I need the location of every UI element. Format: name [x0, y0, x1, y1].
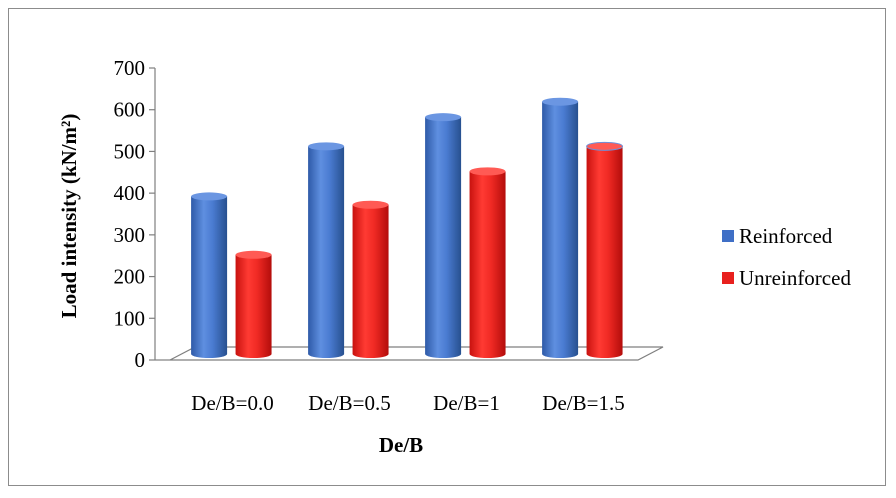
bar-top: [469, 167, 506, 176]
bar-body: [586, 146, 623, 358]
bar-top: [235, 250, 272, 259]
legend-swatch: [722, 272, 734, 284]
bar-reinforced-4: [542, 97, 579, 359]
legend-swatch: [722, 230, 734, 242]
chart-floor: [169, 346, 664, 361]
legend-label: Unreinforced: [739, 266, 851, 290]
legend-item-unreinforced: Unreinforced: [722, 266, 851, 290]
y-tick-label: 0: [135, 348, 146, 372]
y-tick-label: 700: [114, 56, 146, 80]
bar-reinforced-3: [425, 113, 462, 359]
bar-unreinforced-2: [352, 200, 389, 358]
bar-body: [191, 196, 228, 358]
y-axis-title: Load intensity (kN/m²): [57, 114, 81, 319]
x-tick-label: De/B=1.5: [542, 391, 624, 415]
y-tick-label: 400: [114, 181, 146, 205]
bar-unreinforced-3: [469, 167, 506, 358]
x-tick-label: De/B=0.5: [308, 391, 390, 415]
bar-body: [542, 101, 579, 359]
bars-group: [191, 97, 624, 359]
bar-top: [352, 200, 389, 209]
y-tick-label: 500: [114, 139, 146, 163]
legend-label: Reinforced: [739, 224, 833, 248]
y-tick-label: 300: [114, 223, 146, 247]
x-axis-title: De/B: [379, 433, 423, 457]
bar-top: [308, 142, 345, 151]
x-tick-label: De/B=0.0: [191, 391, 273, 415]
bar-body: [425, 117, 462, 359]
legend: Reinforced Unreinforced: [722, 224, 851, 290]
y-axis: 0 100 200 300 400 500 600 700: [114, 56, 170, 372]
bar-reinforced-1: [191, 192, 228, 358]
bar-top: [586, 141, 624, 151]
bar-unreinforced-4: [586, 141, 624, 358]
bar-body: [235, 254, 272, 358]
x-tick-label: De/B=1: [433, 391, 500, 415]
bar-body: [308, 146, 345, 358]
y-tick-label: 200: [114, 265, 146, 289]
bar-top: [425, 113, 462, 122]
x-axis-tick-labels: De/B=0.0 De/B=0.5 De/B=1 De/B=1.5: [191, 391, 624, 415]
bar-body: [469, 171, 506, 358]
legend-item-reinforced: Reinforced: [722, 224, 833, 248]
bar-top: [542, 97, 579, 106]
y-tick-label: 600: [114, 98, 146, 122]
bar-top: [191, 192, 228, 201]
bar-body: [352, 204, 389, 358]
bar-reinforced-2: [308, 142, 345, 358]
floor-plane: [169, 346, 664, 361]
y-tick-label: 100: [114, 306, 146, 330]
bar-unreinforced-1: [235, 250, 272, 358]
